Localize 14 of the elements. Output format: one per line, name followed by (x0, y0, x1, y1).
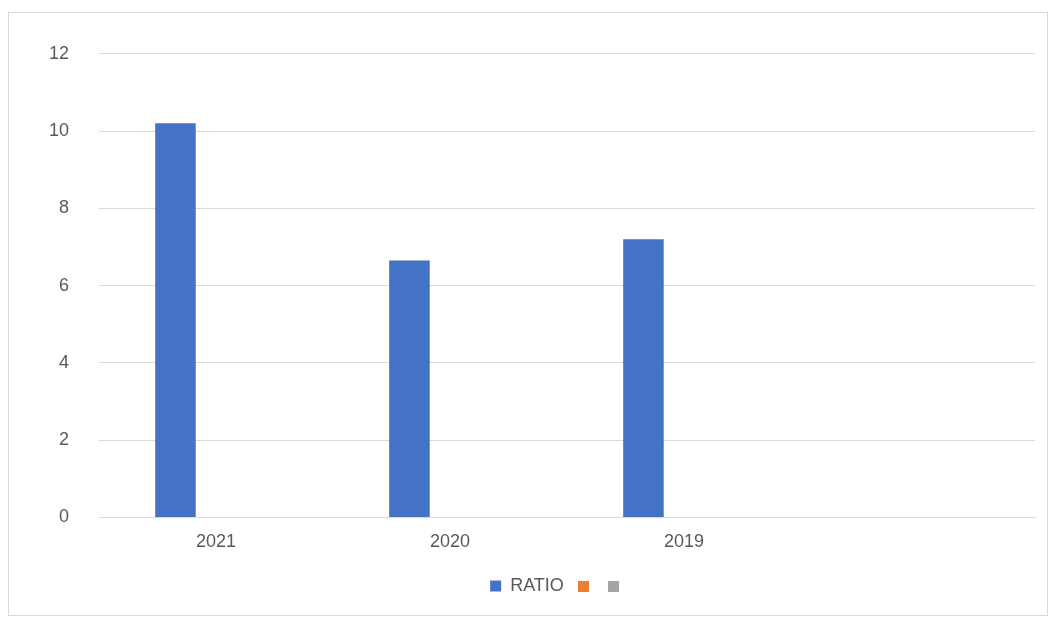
y-tick-label: 0 (59, 506, 70, 527)
y-tick-label: 4 (59, 351, 70, 372)
y-tick-label: 10 (48, 120, 70, 141)
x-tick-label: 2020 (429, 531, 471, 552)
bar (389, 260, 430, 517)
y-tick-label: 12 (48, 42, 70, 63)
bar (623, 239, 664, 517)
x-tick-label: 2021 (196, 531, 237, 552)
bar (155, 123, 196, 517)
y-tick-label: 2 (59, 429, 70, 450)
legend-label: RATIO (510, 574, 564, 595)
y-tick-label: 8 (59, 197, 70, 218)
y-tick-label: 6 (59, 274, 70, 295)
x-tick-label: 2019 (663, 531, 705, 552)
